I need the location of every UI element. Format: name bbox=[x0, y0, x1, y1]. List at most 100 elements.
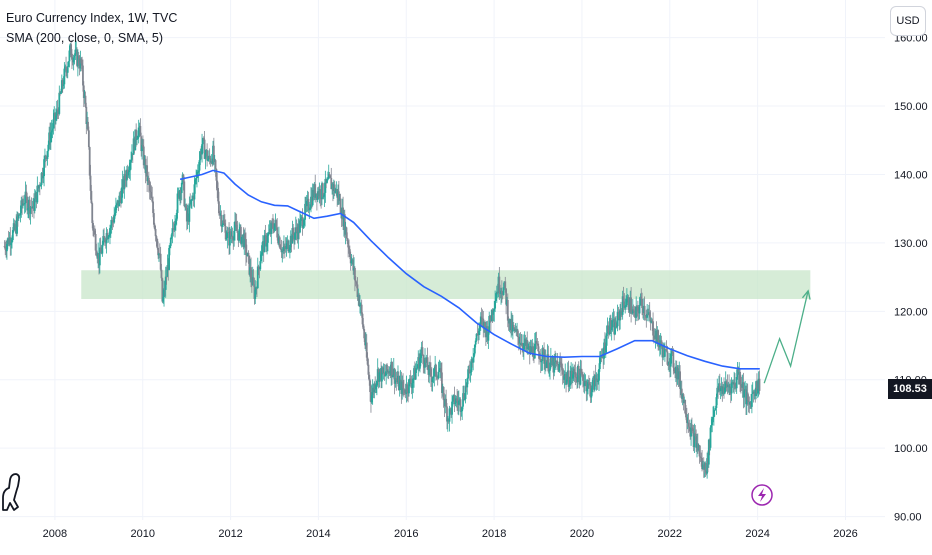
candle-body bbox=[238, 229, 241, 241]
candle-body bbox=[263, 234, 266, 253]
candle-body bbox=[84, 95, 87, 107]
candle-body bbox=[66, 66, 69, 73]
time-axis[interactable]: 2008 2010 2012 2014 2016 2018 2020 2022 2024 2026 bbox=[43, 528, 858, 540]
candle-body bbox=[36, 185, 39, 203]
candle-body bbox=[168, 247, 170, 270]
candle-body bbox=[208, 155, 211, 159]
candle-body bbox=[625, 298, 628, 306]
candle-body bbox=[276, 227, 279, 238]
candle-body bbox=[421, 347, 424, 355]
candle-body bbox=[155, 236, 158, 240]
candle-body bbox=[581, 373, 584, 375]
candle-body bbox=[367, 364, 370, 375]
x-tick-label: 2024 bbox=[745, 528, 769, 540]
symbol-title[interactable]: Euro Currency Index, 1W, TVC bbox=[6, 11, 178, 25]
candle-body bbox=[473, 353, 475, 358]
candle-body bbox=[627, 296, 630, 310]
candle-body bbox=[445, 398, 448, 407]
chart-legend[interactable]: Euro Currency Index, 1W, TVC SMA (200, c… bbox=[6, 8, 177, 48]
candle-body bbox=[558, 361, 561, 372]
candle-body bbox=[438, 369, 441, 373]
candle-body bbox=[463, 399, 466, 400]
candle-body bbox=[129, 162, 132, 171]
candle-body bbox=[24, 191, 27, 204]
candle-body bbox=[419, 353, 422, 359]
candle-body bbox=[475, 333, 478, 341]
grid bbox=[0, 0, 885, 520]
candle-body bbox=[294, 233, 296, 240]
candle-body bbox=[568, 385, 571, 387]
candle-body bbox=[633, 311, 636, 313]
candle-body bbox=[526, 339, 529, 349]
candle-body bbox=[577, 365, 580, 376]
candle-body bbox=[489, 316, 491, 321]
candle-body bbox=[368, 374, 371, 381]
candle-body bbox=[243, 233, 246, 248]
candle-body bbox=[632, 309, 635, 312]
candle-body bbox=[257, 266, 260, 269]
indicator-title[interactable]: SMA (200, close, 0, SMA, 5) bbox=[6, 31, 164, 45]
candle-body bbox=[55, 115, 57, 121]
price-candles bbox=[3, 39, 761, 479]
candle-body bbox=[644, 315, 647, 317]
candle-body bbox=[266, 242, 268, 247]
tradingview-dino-icon bbox=[2, 473, 21, 511]
candle-body bbox=[217, 188, 219, 202]
candle-body bbox=[146, 165, 149, 182]
candle-body bbox=[709, 427, 712, 448]
candle-body bbox=[115, 203, 118, 206]
candle-body bbox=[460, 411, 463, 413]
candle-body bbox=[157, 247, 160, 256]
candle-body bbox=[671, 350, 674, 353]
candle-body bbox=[719, 388, 722, 392]
currency-button[interactable]: USD bbox=[890, 6, 926, 36]
projection-path bbox=[763, 290, 809, 384]
candle-body bbox=[82, 65, 84, 86]
candle-body bbox=[308, 209, 311, 211]
price-axis[interactable]: 90.00100.00110.00120.00130.00140.00150.0… bbox=[894, 33, 928, 524]
candle-body bbox=[73, 55, 76, 58]
candle-body bbox=[44, 155, 47, 159]
sma-200-line bbox=[179, 169, 760, 370]
candle-body bbox=[615, 322, 617, 328]
candle-body bbox=[214, 160, 217, 169]
candle-body bbox=[102, 236, 105, 245]
candle-body bbox=[569, 376, 572, 386]
candle-body bbox=[33, 198, 36, 211]
support-zone bbox=[81, 270, 811, 299]
projection-layer bbox=[763, 289, 811, 384]
candle-body bbox=[279, 247, 282, 250]
candle-body bbox=[474, 340, 477, 345]
projection-arrowhead bbox=[801, 289, 811, 300]
candle-body bbox=[472, 357, 475, 363]
candle-body bbox=[136, 138, 138, 140]
candle-body bbox=[119, 195, 122, 198]
candle-body bbox=[589, 385, 592, 398]
candle-body bbox=[212, 145, 215, 162]
candle-body bbox=[555, 360, 558, 364]
candle-body bbox=[480, 316, 483, 318]
candle-body bbox=[22, 203, 24, 206]
candle-body bbox=[305, 200, 308, 207]
candle-body bbox=[567, 370, 570, 387]
candle-body bbox=[309, 207, 312, 210]
candle-body bbox=[607, 325, 610, 333]
candle-body bbox=[511, 324, 514, 332]
x-tick-label: 2026 bbox=[833, 528, 857, 540]
candle-body bbox=[247, 252, 250, 256]
candle-body bbox=[467, 369, 469, 379]
candle-body bbox=[159, 253, 162, 270]
candle-body bbox=[201, 144, 203, 155]
candle-body bbox=[649, 317, 652, 323]
candle-body bbox=[6, 243, 8, 252]
candle-body bbox=[594, 375, 597, 380]
candle-body bbox=[566, 379, 568, 384]
candle-body bbox=[42, 176, 45, 179]
candle-body bbox=[561, 368, 564, 375]
candle-body bbox=[88, 147, 91, 176]
candle-body bbox=[640, 296, 643, 299]
candle-body bbox=[150, 191, 153, 198]
candle-body bbox=[314, 184, 317, 198]
